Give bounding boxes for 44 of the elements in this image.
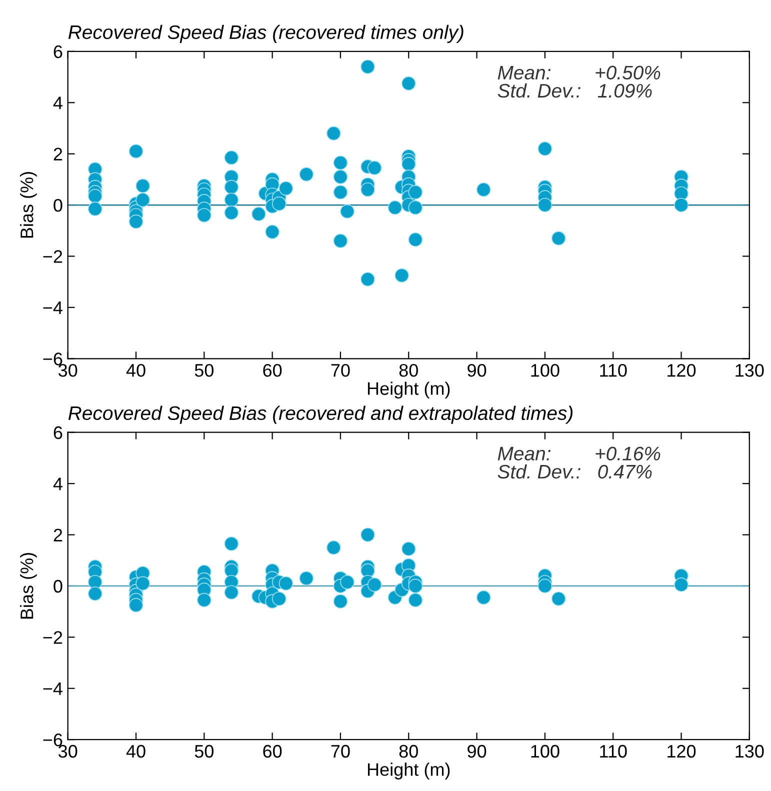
- y-tick-label: −2: [43, 250, 62, 263]
- x-axis-title: Height (m): [368, 382, 450, 399]
- x-tick-label: 100: [531, 364, 560, 377]
- x-tick-label: 70: [331, 744, 350, 758]
- y-tick-label: 2: [54, 148, 62, 160]
- y-tick-label: −2: [43, 631, 62, 644]
- x-tick-label: 40: [126, 744, 146, 758]
- y-tick-label: 2: [54, 528, 62, 542]
- annotation: Mean: +0.50% Std. Dev.: 1.09%: [498, 66, 660, 98]
- x-tick-label: 50: [194, 364, 214, 377]
- x-tick-label: 40: [126, 364, 146, 377]
- y-tick-label: −6: [43, 734, 62, 746]
- chart-title: Recovered Speed Bias (recovered and extrapolated times): [68, 406, 573, 424]
- x-tick-label: 60: [263, 744, 282, 758]
- chart-title: Recovered Speed Bias (recovered times only): [68, 24, 464, 43]
- y-axis-title: Bias (%): [20, 552, 37, 619]
- x-tick-label: 60: [263, 364, 282, 377]
- x-tick-label: 90: [468, 364, 486, 377]
- y-tick-label: 6: [54, 45, 62, 58]
- x-tick-label: 50: [194, 744, 214, 758]
- x-tick-label: 120: [668, 744, 696, 758]
- x-tick-label: 130: [736, 744, 764, 758]
- x-tick-label: 80: [399, 744, 418, 758]
- x-tick-label: 80: [399, 364, 418, 377]
- y-tick-label: 4: [53, 478, 62, 490]
- x-tick-label: 120: [668, 364, 696, 377]
- annotation: Mean: +0.16% Std. Dev.: 0.47%: [498, 446, 660, 479]
- x-tick-label: 100: [531, 744, 560, 758]
- y-tick-label: −6: [43, 352, 62, 366]
- y-tick-label: −4: [43, 682, 62, 695]
- y-axis-title: Bias (%): [20, 172, 37, 238]
- x-tick-label: 70: [331, 364, 350, 377]
- y-tick-label: 0: [54, 198, 62, 212]
- x-tick-label: 30: [58, 364, 78, 377]
- y-tick-label: 6: [54, 426, 62, 440]
- x-axis-title: Height (m): [368, 762, 450, 780]
- y-tick-label: −4: [43, 302, 62, 314]
- x-tick-label: 30: [58, 744, 78, 758]
- x-tick-label: 110: [600, 364, 627, 377]
- y-tick-label: 0: [54, 580, 62, 593]
- y-tick-label: 4: [53, 96, 62, 110]
- x-tick-label: 110: [600, 744, 627, 758]
- x-tick-label: 90: [468, 744, 486, 758]
- x-tick-label: 130: [736, 364, 764, 377]
